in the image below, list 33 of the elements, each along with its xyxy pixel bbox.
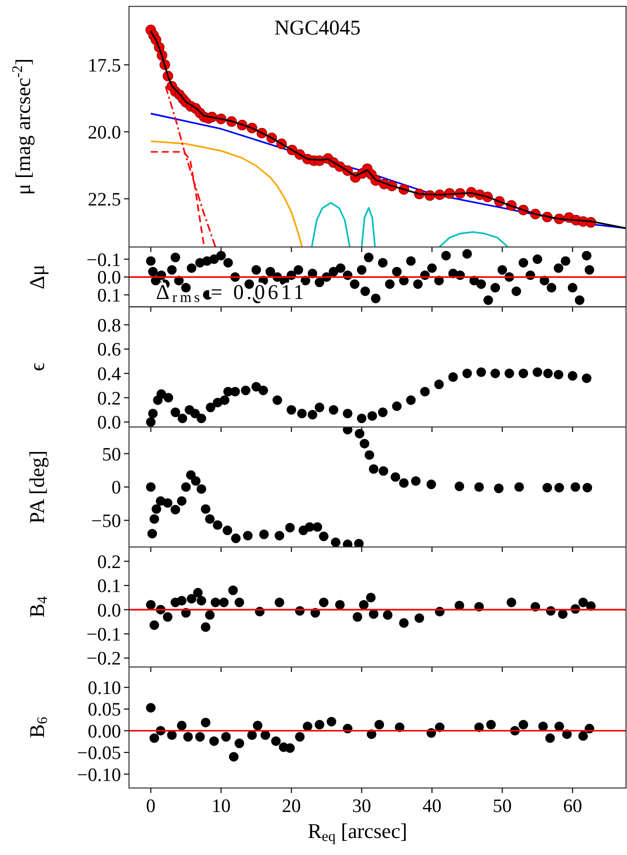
y-tick-label: −0.05 <box>77 743 121 764</box>
x-axis-title: R$_{eq}$ [arcsec] <box>308 819 408 845</box>
y-tick-label: −0.1 <box>86 624 121 646</box>
x-tick-label: 40 <box>422 796 442 817</box>
y-tick-label: −0.10 <box>77 764 121 786</box>
x-tick-label: 50 <box>492 796 512 817</box>
y-axis-title: PA [deg] <box>25 450 49 524</box>
y-tick-label: 0.1 <box>97 576 121 598</box>
y-axis-title: ϵ <box>25 362 49 372</box>
y-tick-label: 0.10 <box>88 678 121 700</box>
y-tick-label: 22.5 <box>88 189 121 210</box>
y-tick-label: 0.2 <box>97 388 121 410</box>
y-tick-label: 50 <box>102 444 121 466</box>
y-tick-label: 0.4 <box>97 364 122 386</box>
y-tick-label: 0 <box>112 478 121 499</box>
y-tick-label: 0.8 <box>97 315 121 336</box>
y-tick-label: 20.0 <box>88 122 121 144</box>
x-tick-label: 60 <box>563 796 582 817</box>
y-tick-label: 0.0 <box>97 600 121 622</box>
x-tick-label: 0 <box>146 796 156 817</box>
y-tick-label: 0.05 <box>88 700 121 721</box>
y-axis-title: Δμ <box>25 264 49 290</box>
y-tick-label: −0.2 <box>86 648 121 670</box>
x-tick-label: 20 <box>282 796 301 817</box>
y-tick-label: 0.6 <box>97 340 121 361</box>
y-tick-label: −50 <box>91 510 121 532</box>
x-tick-label: 30 <box>352 796 372 817</box>
x-tick-label: 10 <box>212 796 231 817</box>
chart-title: NGC4045 <box>274 15 361 40</box>
y-tick-label: 0.2 <box>97 552 121 573</box>
y-tick-label: 0.00 <box>88 721 121 742</box>
y-tick-label: 17.5 <box>88 55 121 76</box>
y-tick-label: 0.0 <box>97 412 121 434</box>
